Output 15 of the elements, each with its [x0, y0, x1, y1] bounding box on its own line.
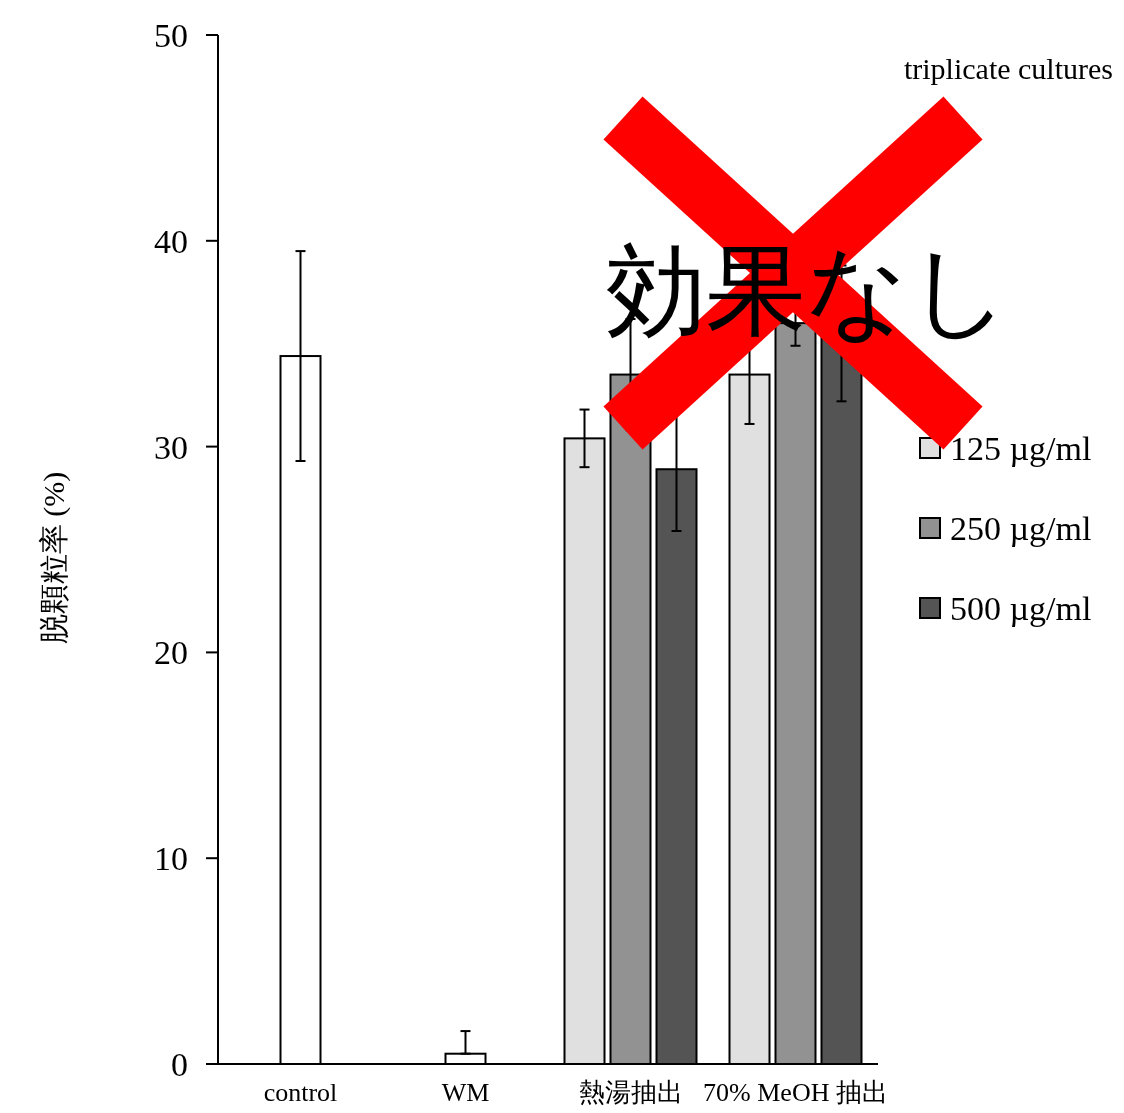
x-tick-label: control: [263, 1078, 338, 1107]
y-tick-label: 40: [154, 222, 188, 260]
y-tick-label: 50: [154, 16, 188, 54]
y-axis-title: 脱顆粒率 (%): [37, 471, 71, 645]
x-tick-label: WM: [441, 1078, 490, 1107]
y-tick-label: 30: [154, 428, 188, 466]
text: triplicate cultures: [903, 51, 1113, 85]
legend-label: 500 µg/ml: [950, 589, 1092, 627]
y-tick-label: 10: [154, 840, 188, 878]
legend-label: 125 µg/ml: [950, 429, 1092, 467]
x-tick-label: 熱湯抽出: [578, 1078, 683, 1107]
y-tick-label: 0: [171, 1045, 188, 1083]
legend-label: 250 µg/ml: [950, 509, 1092, 547]
x-tick-label: 70% MeOH 抽出: [703, 1078, 888, 1107]
y-tick-label: 20: [154, 634, 188, 672]
